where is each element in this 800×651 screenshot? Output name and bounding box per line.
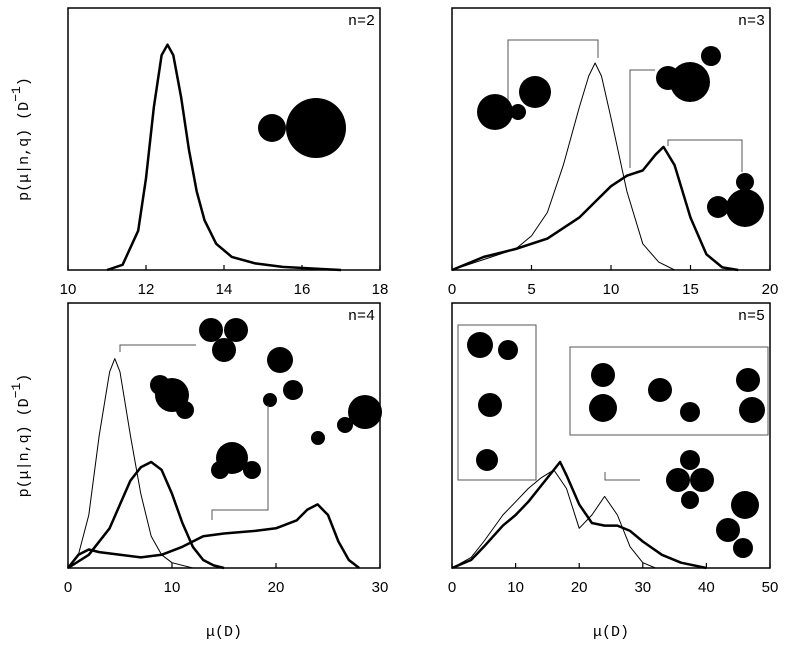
x-tick-label: 20 — [571, 579, 588, 596]
curve — [451, 460, 707, 570]
x-tick-label: 18 — [372, 281, 389, 298]
curve — [451, 62, 675, 271]
y-axis-label: p(μ|n,q) (D−1) — [9, 77, 33, 201]
x-tick-label: 10 — [60, 281, 77, 298]
x-tick-label: 30 — [372, 579, 389, 596]
panel-label: n=3 — [738, 13, 765, 30]
curve — [67, 503, 360, 569]
y-label-end: ) — [16, 374, 33, 383]
x-tick-label: 40 — [698, 579, 715, 596]
y-label-text: p(μ|n,q) (D — [16, 102, 33, 201]
x-tick-label: 50 — [762, 579, 779, 596]
curve — [106, 43, 342, 272]
x-tick-label: 15 — [682, 281, 699, 298]
x-tick-label: 0 — [448, 579, 456, 596]
panel-label: n=5 — [738, 308, 765, 325]
leaders — [119, 39, 769, 520]
curve — [67, 460, 225, 570]
x-tick-label: 16 — [294, 281, 311, 298]
y-label-text: p(μ|n,q) (D — [16, 398, 33, 497]
y-label-sup: −1 — [9, 86, 24, 102]
x-tick-label: 20 — [268, 579, 285, 596]
panel-frame — [451, 302, 771, 569]
x-tick-label: 10 — [603, 281, 620, 298]
curve — [451, 145, 739, 272]
panel-label: n=4 — [348, 308, 375, 325]
panel-label: n=2 — [348, 13, 375, 30]
x-tick-label: 10 — [507, 579, 524, 596]
x-axis-label: μ(D) — [593, 624, 629, 641]
x-tick-label: 10 — [164, 579, 181, 596]
x-tick-label: 12 — [138, 281, 155, 298]
x-axis-label: μ(D) — [206, 624, 242, 641]
y-label-sup: −1 — [9, 382, 24, 398]
x-tick-label: 0 — [64, 579, 72, 596]
y-label-end: ) — [16, 77, 33, 86]
curve — [451, 469, 656, 569]
x-tick-label: 0 — [448, 281, 456, 298]
x-tick-label: 20 — [762, 281, 779, 298]
x-tick-label: 14 — [216, 281, 233, 298]
x-tick-label: 30 — [634, 579, 651, 596]
molecules — [150, 46, 765, 558]
panel-frame — [451, 7, 771, 271]
y-axis-label: p(μ|n,q) (D−1) — [9, 374, 33, 498]
x-tick-label: 5 — [527, 281, 535, 298]
